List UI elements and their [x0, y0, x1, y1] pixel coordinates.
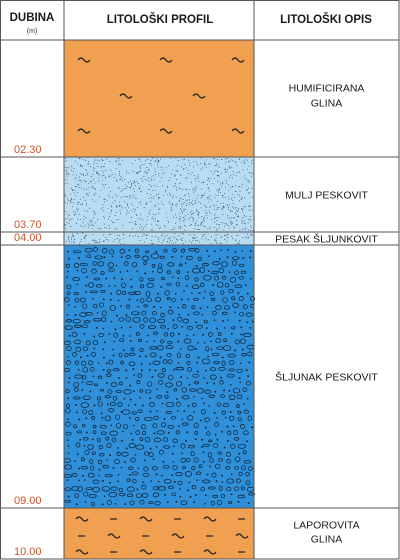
- desc-laporovita-line2: GLINA: [311, 534, 343, 546]
- desc-sljunak-peskovit: ŠLJUNAK PESKOVIT: [275, 371, 378, 384]
- desc-humificirana-line1: HUMIFICIRANA: [289, 83, 365, 95]
- depth-labels: 02.30 03.70 04.00 09.00 10.00: [14, 144, 42, 558]
- pattern-humificirana-glina: [77, 57, 245, 134]
- layer-mulj-peskovit: [64, 157, 254, 232]
- layer-fills: [64, 40, 254, 559]
- depth-label-09.00: 09.00: [14, 495, 42, 507]
- desc-pesak-sljunkovit: PESAK ŠLJUNKOVIT: [275, 233, 378, 246]
- desc-laporovita-line1: LAPOROVITA: [293, 520, 359, 532]
- depth-label-04.00: 04.00: [14, 232, 42, 244]
- pattern-mulj-peskovit: [64, 157, 254, 232]
- header: DUBINA (m) LITOLOŠKI PROFIL LITOLOŠKI OP…: [10, 12, 373, 35]
- layer-patterns: [63, 57, 256, 555]
- depth-label-10.00: 10.00: [14, 546, 42, 558]
- depth-label-03.70: 03.70: [14, 219, 42, 231]
- depth-unit: (m): [27, 28, 38, 35]
- layer-humificirana-glina: [64, 40, 254, 157]
- layer-pesak-sljunkovit: [64, 232, 254, 245]
- profile-column-title: LITOLOŠKI PROFIL: [107, 13, 213, 26]
- desc-mulj-peskovit: MULJ PESKOVIT: [285, 190, 368, 202]
- description-column-title: LITOLOŠKI OPIS: [280, 13, 372, 26]
- depth-column-title: DUBINA: [10, 12, 55, 24]
- desc-humificirana-line2: GLINA: [311, 98, 343, 110]
- layer-laporovita-glina: [64, 508, 254, 559]
- pattern-laporovita-glina: [75, 516, 249, 555]
- depth-label-02.30: 02.30: [14, 144, 42, 156]
- pattern-pesak-sljunkovit: [66, 232, 253, 245]
- pattern-sljunak-peskovit: [63, 247, 256, 506]
- layer-descriptions: HUMIFICIRANA GLINA MULJ PESKOVIT PESAK Š…: [275, 83, 378, 546]
